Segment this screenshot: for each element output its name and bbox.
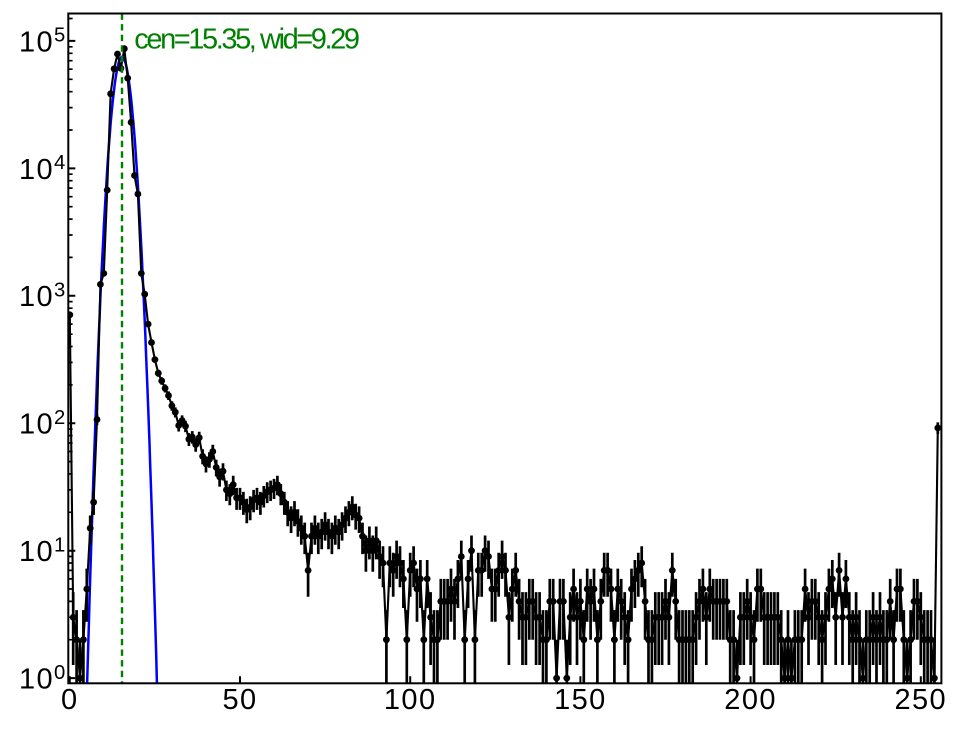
svg-text:200: 200 (724, 684, 777, 716)
svg-text:1: 1 (54, 535, 65, 557)
svg-text:0: 0 (61, 684, 79, 716)
svg-text:10: 10 (19, 154, 54, 186)
svg-text:5: 5 (54, 25, 65, 47)
svg-text:0: 0 (54, 662, 65, 684)
svg-text:10: 10 (19, 281, 54, 313)
svg-text:cen=15.35, wid=9.29: cen=15.35, wid=9.29 (134, 23, 360, 55)
svg-text:4: 4 (54, 152, 65, 174)
svg-text:10: 10 (19, 664, 54, 696)
svg-text:10: 10 (19, 409, 54, 441)
svg-text:10: 10 (19, 536, 54, 568)
svg-text:2: 2 (54, 407, 65, 429)
svg-text:250: 250 (895, 684, 948, 716)
svg-text:10: 10 (19, 26, 54, 58)
svg-text:3: 3 (54, 280, 65, 302)
svg-text:50: 50 (222, 684, 257, 716)
svg-text:150: 150 (554, 684, 607, 716)
svg-text:100: 100 (384, 684, 437, 716)
